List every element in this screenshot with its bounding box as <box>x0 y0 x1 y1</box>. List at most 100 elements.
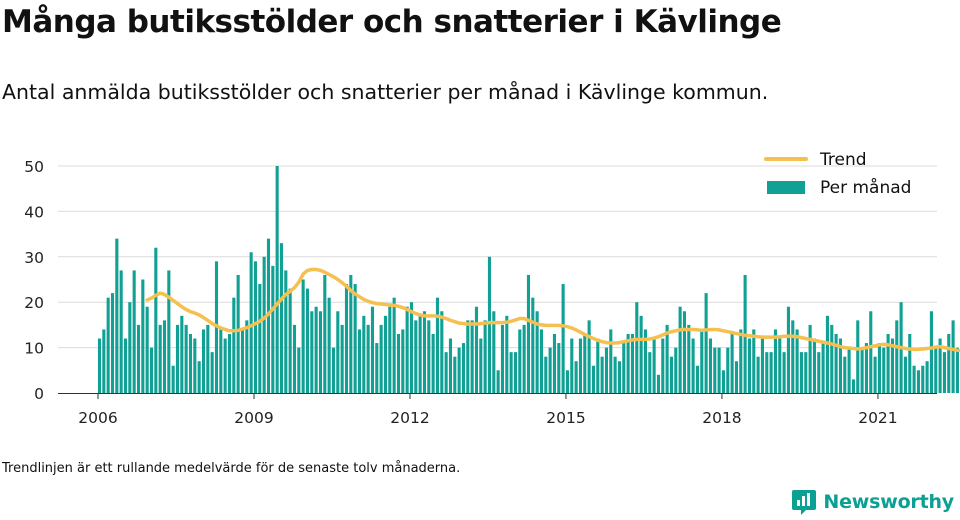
bar <box>557 343 561 393</box>
bar <box>721 370 726 393</box>
bar <box>678 306 682 393</box>
legend-bar-label: Per månad <box>820 177 911 198</box>
bar <box>422 311 427 393</box>
bar <box>600 356 604 393</box>
bar <box>483 320 487 393</box>
bar <box>136 324 141 393</box>
bar <box>604 347 609 393</box>
bar <box>656 374 661 393</box>
bar <box>756 356 760 393</box>
bar <box>110 293 115 393</box>
bar <box>544 356 548 393</box>
chart-subtitle: Antal anmälda butiksstölder och snatteri… <box>2 80 769 104</box>
bar <box>331 347 336 393</box>
bar <box>518 329 522 393</box>
bar <box>912 365 916 393</box>
bar <box>492 311 496 393</box>
bar <box>362 315 366 393</box>
bar <box>210 352 214 393</box>
bar <box>440 311 444 393</box>
bar <box>401 329 405 393</box>
bar <box>652 338 656 393</box>
bar <box>613 356 617 393</box>
bar <box>687 324 691 393</box>
bar <box>730 333 734 393</box>
bar <box>249 252 253 393</box>
bar <box>570 338 574 393</box>
bar <box>739 329 743 393</box>
bar <box>695 365 700 393</box>
bar <box>929 311 933 393</box>
bar <box>119 270 123 393</box>
axes: 010203040502006200920122015201820212024 <box>24 158 937 427</box>
y-tick-label: 20 <box>24 294 44 312</box>
x-tick-label: 2015 <box>546 409 585 427</box>
bar <box>405 306 409 393</box>
bar <box>154 247 158 393</box>
bar <box>886 333 890 393</box>
bar <box>838 338 842 393</box>
bar <box>145 306 149 393</box>
bar <box>587 320 591 393</box>
bar-series <box>97 166 959 393</box>
chart-area: 010203040502006200920122015201820212024 … <box>24 150 960 427</box>
legend-bar-swatch <box>767 181 805 194</box>
bar <box>860 347 864 393</box>
bar <box>635 302 639 393</box>
bar <box>535 311 539 393</box>
bar <box>674 347 678 393</box>
bar <box>890 338 894 393</box>
bar <box>531 297 535 393</box>
bar <box>431 333 435 393</box>
bar <box>552 333 557 393</box>
legend-trend-label: Trend <box>819 150 867 170</box>
bar <box>691 338 695 393</box>
bar <box>799 352 803 393</box>
bar <box>279 243 284 393</box>
footnote: Trendlinjen är ett rullande medelvärde f… <box>2 461 461 476</box>
bar <box>466 320 470 393</box>
bar <box>700 329 704 393</box>
bar <box>665 324 669 393</box>
bar <box>461 343 466 393</box>
bar <box>583 333 587 393</box>
bar <box>825 315 829 393</box>
bar <box>643 329 648 393</box>
bar <box>765 352 769 393</box>
bar <box>344 284 349 393</box>
bar <box>808 324 812 393</box>
bar <box>817 352 821 393</box>
x-tick-label: 2006 <box>78 409 117 427</box>
bar <box>115 238 119 393</box>
bar <box>180 315 184 393</box>
bar <box>882 347 886 393</box>
bar <box>622 343 626 393</box>
bar <box>141 279 145 393</box>
bar <box>500 324 505 393</box>
bar <box>171 365 175 393</box>
bar <box>773 329 777 393</box>
bar <box>193 338 197 393</box>
bar <box>505 315 509 393</box>
bar <box>184 324 188 393</box>
bar <box>336 311 340 393</box>
bar <box>227 333 232 393</box>
bar <box>951 320 955 393</box>
y-tick-label: 10 <box>24 340 44 358</box>
bar <box>626 333 630 393</box>
bar <box>375 343 379 393</box>
bar <box>167 270 171 393</box>
bar <box>661 338 665 393</box>
bar <box>869 311 873 393</box>
bar <box>513 352 518 393</box>
x-tick-label: 2012 <box>390 409 429 427</box>
bar <box>617 361 622 393</box>
y-tick-label: 40 <box>24 203 44 221</box>
bar <box>314 306 318 393</box>
bar <box>474 306 479 393</box>
bar <box>648 352 652 393</box>
bar <box>760 338 764 393</box>
bar <box>132 270 136 393</box>
y-tick-label: 30 <box>24 249 44 267</box>
bar <box>353 284 357 393</box>
